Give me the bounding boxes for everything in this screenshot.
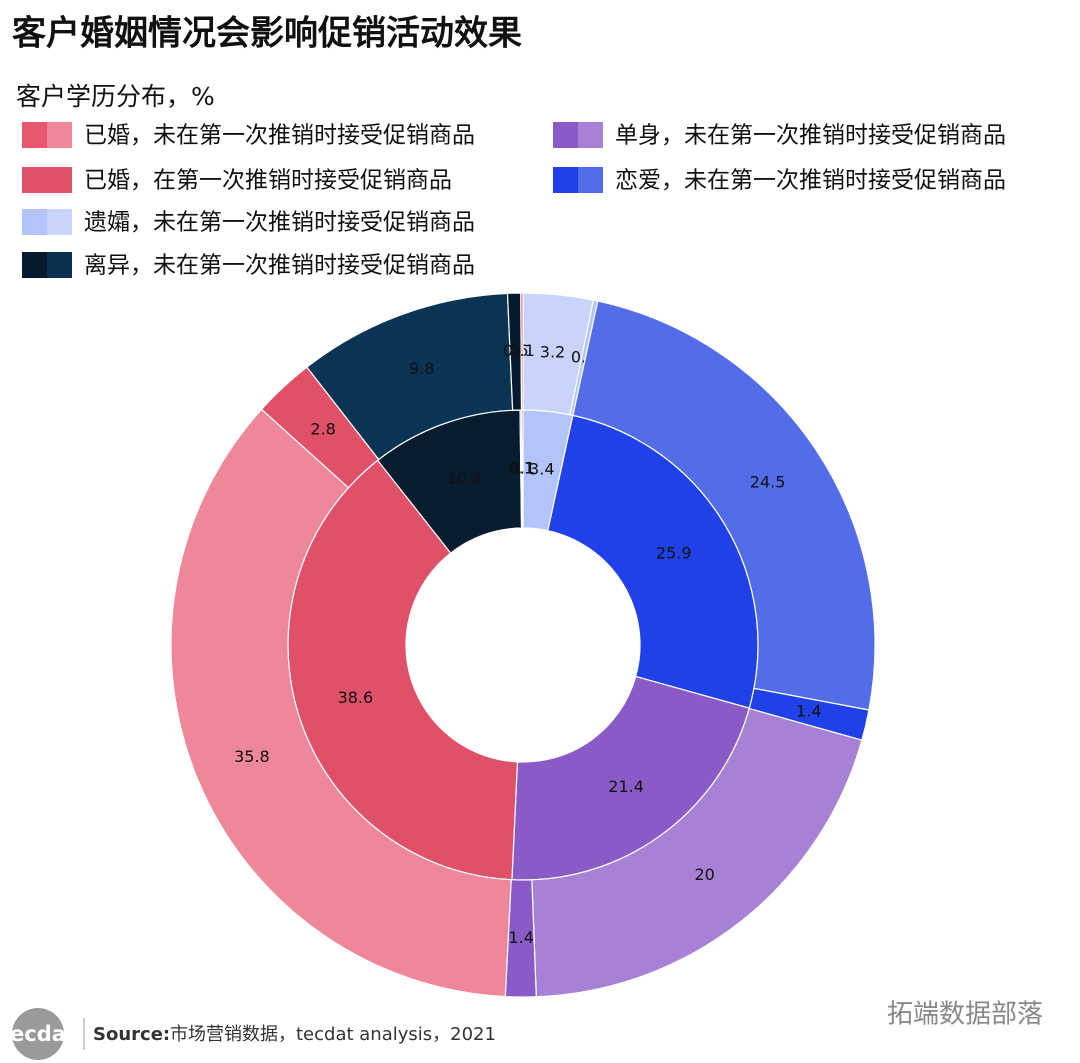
data-label: 10.4 bbox=[447, 469, 483, 488]
ring-segment bbox=[520, 292, 524, 411]
logo-badge bbox=[12, 1008, 64, 1060]
data-label: 38.6 bbox=[338, 688, 374, 707]
legend-swatch bbox=[578, 122, 603, 148]
legend-label: 离异，未在第一次推销时接受促销商品 bbox=[84, 253, 475, 279]
chart-title: 客户婚姻情况会影响促销活动效果 bbox=[12, 14, 522, 54]
data-label: 25.9 bbox=[656, 544, 692, 563]
legend: 已婚，未在第一次推销时接受促销商品 单身，未在第一次推销时接受促销商品已婚，在第一… bbox=[22, 122, 1006, 279]
legend-swatch bbox=[22, 252, 47, 278]
ring-segment bbox=[572, 300, 876, 711]
source-label: Source: bbox=[93, 1024, 170, 1045]
source: 市场营销数据，tecdat analysis，2021 bbox=[170, 1024, 496, 1045]
legend-swatch bbox=[22, 122, 47, 148]
legend-swatch bbox=[553, 167, 578, 193]
data-label: 0.1 bbox=[510, 459, 535, 478]
legend-swatch bbox=[22, 209, 47, 235]
data-label: 9.8 bbox=[409, 359, 434, 378]
legend-swatch bbox=[553, 122, 578, 148]
legend-swatch bbox=[47, 209, 72, 235]
legend-label: 已婚，未在第一次推销时接受促销商品 bbox=[84, 123, 475, 149]
legend-label: 遗孀，未在第一次推销时接受促销商品 bbox=[84, 210, 475, 236]
watermark: 拓端数据部落 bbox=[887, 1000, 1043, 1030]
data-label: 3.4 bbox=[529, 460, 554, 479]
data-label: 21.4 bbox=[608, 777, 644, 796]
data-label: 0.1 bbox=[509, 341, 534, 360]
legend-swatch bbox=[22, 167, 47, 193]
ring-segment bbox=[531, 707, 863, 998]
chart-subtitle: 客户学历分布，% bbox=[16, 82, 215, 111]
legend-swatch bbox=[578, 167, 603, 193]
ring-segment bbox=[170, 408, 512, 998]
rings: 3.425.921.438.610.40.10.13.20.224.51.420… bbox=[170, 292, 876, 998]
legend-swatch bbox=[47, 252, 72, 278]
logo: tecdat bbox=[0, 1022, 76, 1046]
data-label: 3.2 bbox=[540, 342, 565, 361]
data-label: 2.8 bbox=[310, 420, 335, 439]
legend-label: 恋爱，未在第一次推销时接受促销商品 bbox=[615, 168, 1006, 194]
data-label: 1.4 bbox=[796, 701, 821, 720]
data-label: 20 bbox=[694, 865, 714, 884]
legend-label: 单身，未在第一次推销时接受促销商品 bbox=[615, 123, 1006, 149]
data-label: 1.4 bbox=[508, 928, 533, 947]
legend-swatch bbox=[47, 167, 72, 193]
legend-swatch bbox=[47, 122, 72, 148]
data-label: 24.5 bbox=[750, 472, 786, 491]
data-label: 35.8 bbox=[234, 747, 270, 766]
legend-label: 已婚，在第一次推销时接受促销商品 bbox=[84, 168, 452, 194]
